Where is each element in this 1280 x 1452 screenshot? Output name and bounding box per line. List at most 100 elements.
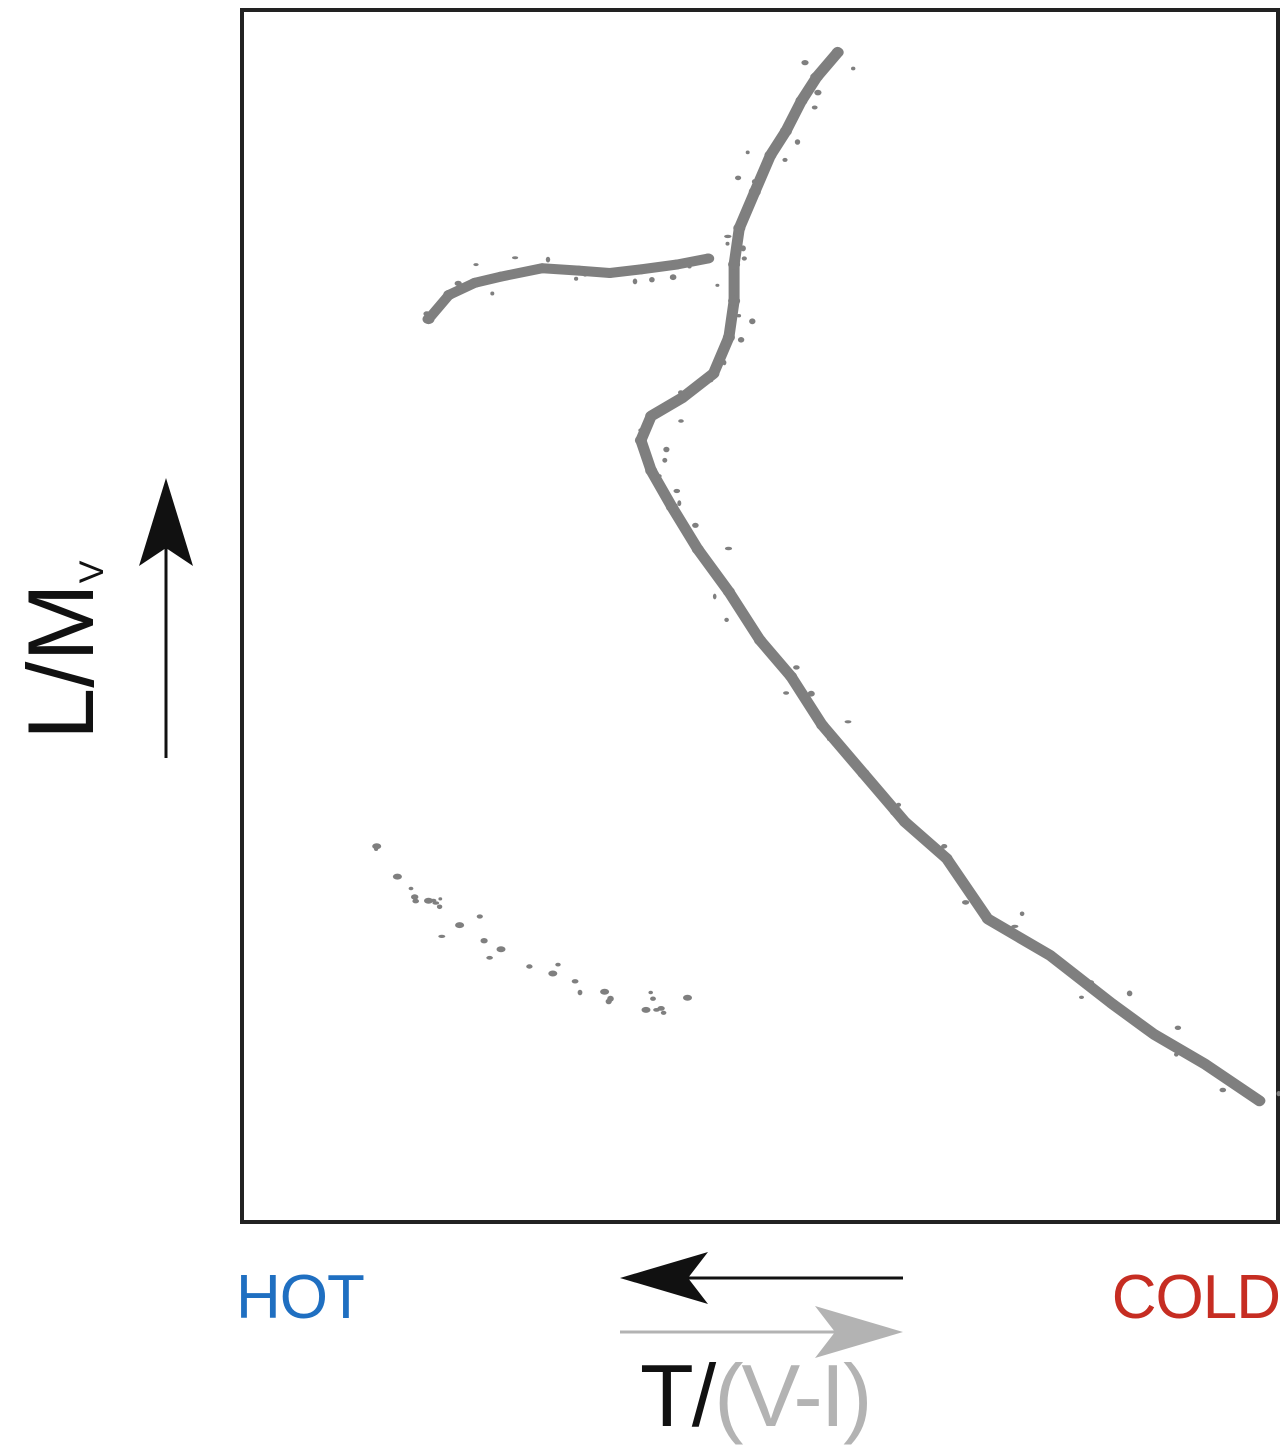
- main-sequence-and-red-giant-branch-scatter-14-0: [676, 512, 680, 519]
- main-sequence-and-red-giant-branch-scatter-21-0: [715, 283, 720, 287]
- main-sequence-and-red-giant-branch-scatter-7-1: [896, 802, 902, 807]
- horizontal-branch-scatter-1-0: [458, 288, 464, 293]
- horizontal-branch-scatter-5-1: [582, 273, 588, 277]
- horizontal-branch-scatter-2-1: [473, 263, 479, 267]
- main-sequence-and-red-giant-branch-scatter-22-0: [740, 245, 746, 252]
- horizontal-branch-scatter-0-1: [441, 297, 449, 303]
- white-dwarfs-point-4: [496, 946, 506, 953]
- main-sequence-and-red-giant-branch-point-5: [981, 914, 994, 924]
- horizontal-branch-point-8: [671, 259, 684, 270]
- white-dwarfs-scatter-7-0: [660, 1010, 667, 1015]
- main-sequence-and-red-giant-branch-scatter-25-1: [794, 139, 801, 145]
- x-axis-label-temperature: T/: [640, 1346, 716, 1445]
- main-sequence-and-red-giant-branch-point-9: [816, 720, 829, 731]
- white-dwarfs-scatter-1-0: [412, 898, 420, 904]
- main-sequence-and-red-giant-branch-scatter-18-0: [678, 390, 684, 395]
- horizontal-branch-point-7: [634, 264, 647, 275]
- horizontal-branch-scatter-1-1: [454, 280, 462, 287]
- horizontal-branch-point-9: [702, 253, 715, 264]
- white-dwarfs-scatter-4-0: [486, 955, 493, 960]
- main-sequence-and-red-giant-branch-scatter-5-0: [962, 900, 970, 905]
- main-sequence-and-red-giant-branch-scatter-13-0: [692, 522, 699, 528]
- white-dwarfs-scatter-0-2: [373, 845, 378, 850]
- main-sequence-and-red-giant-branch-point-1: [1199, 1059, 1212, 1070]
- main-sequence-and-red-giant-branch-scatter-21-1: [736, 314, 742, 318]
- main-sequence-and-red-giant-branch-point-25: [764, 150, 777, 161]
- y-axis-label-subscript: V: [73, 560, 111, 584]
- main-sequence-and-red-giant-branch-scatter-18-1: [706, 379, 714, 383]
- white-dwarfs-scatter-1-1: [411, 894, 419, 900]
- white-dwarfs-point-8: [683, 994, 692, 1001]
- main-sequence-and-red-giant-branch-scatter-11-1: [712, 593, 717, 600]
- main-sequence-and-red-giant-branch-scatter-14-1: [673, 488, 681, 494]
- main-sequence-and-red-giant-branch-scatter-28-1: [851, 66, 856, 71]
- white-dwarfs-scatter-5-1: [577, 989, 583, 996]
- luminosity-arrow-head-icon: [139, 478, 193, 566]
- cold-label: COLD: [1111, 1263, 1280, 1332]
- main-sequence-and-red-giant-branch-scatter-3-1: [1086, 980, 1095, 985]
- main-sequence-and-red-giant-branch-scatter-3-0: [1079, 995, 1084, 999]
- main-sequence-and-red-giant-branch-point-7: [899, 817, 911, 827]
- main-sequence-and-red-giant-branch-scatter-9-1: [807, 690, 815, 697]
- main-sequence-and-red-giant-branch-scatter-10-1: [793, 665, 800, 670]
- main-sequence-and-red-giant-branch-scatter-12-0: [724, 546, 733, 551]
- main-sequence-and-red-giant-branch-scatter-6-1: [941, 844, 948, 849]
- main-sequence-and-red-giant-branch-scatter-8-1: [827, 737, 835, 742]
- horizontal-branch-scatter-2-0: [490, 291, 495, 296]
- main-sequence-and-red-giant-branch-point-0: [1253, 1095, 1266, 1106]
- main-sequence-and-red-giant-branch-point-23: [733, 223, 746, 234]
- white-dwarfs-point-2: [424, 897, 433, 904]
- main-sequence-and-red-giant-branch-scatter-7-0: [890, 809, 896, 816]
- main-sequence-and-red-giant-branch-point-22: [728, 259, 741, 270]
- horizontal-branch-scatter-4-0: [574, 276, 579, 281]
- white-dwarfs-point-5: [548, 970, 558, 977]
- white-dwarfs-point-7: [641, 1006, 651, 1013]
- horizontal-branch-scatter-4-1: [586, 268, 593, 275]
- white-dwarfs-scatter-6-2: [650, 996, 656, 1001]
- main-sequence-and-red-giant-branch-point-12: [722, 586, 735, 597]
- main-sequence-and-red-giant-branch-scatter-1-1: [1174, 1025, 1182, 1031]
- main-sequence-and-red-giant-branch-scatter-25-0: [745, 150, 750, 155]
- main-sequence-and-red-giant-branch-point-3: [1106, 998, 1119, 1009]
- main-sequence-and-red-giant-branch-point-4: [1044, 950, 1057, 961]
- horizontal-branch-point-5: [572, 265, 585, 276]
- white-dwarfs-scatter-0-0: [408, 886, 414, 891]
- main-sequence-and-red-giant-branch-scatter-24-1: [782, 157, 788, 162]
- main-sequence-and-red-giant-branch-scatter-23-0: [724, 234, 732, 239]
- horizontal-branch-scatter-7-0: [649, 277, 655, 283]
- white-dwarfs-scatter-4-1: [555, 962, 561, 967]
- main-sequence-and-red-giant-branch-scatter-6-0: [931, 847, 937, 854]
- main-sequence-and-red-giant-branch-scatter-17-1: [678, 419, 684, 423]
- main-sequence-and-red-giant-branch-scatter-16-0: [638, 428, 644, 432]
- white-dwarfs-scatter-2-1: [438, 897, 443, 901]
- horizontal-branch-scatter-6-0: [632, 278, 638, 285]
- main-sequence-and-red-giant-branch-scatter-8-0: [844, 720, 852, 724]
- main-sequence-and-red-giant-branch-scatter-19-1: [722, 359, 727, 366]
- main-sequence-and-red-giant-branch-point-20: [722, 332, 735, 343]
- main-sequence-and-red-giant-branch-scatter-26-0: [811, 105, 818, 110]
- y-axis-label: L/MV: [8, 520, 124, 740]
- white-dwarfs-scatter-2-0: [436, 904, 443, 910]
- main-sequence-and-red-giant-branch-point-15: [645, 465, 658, 476]
- main-sequence-and-red-giant-branch-point-13: [691, 544, 704, 555]
- white-dwarfs-point-6: [600, 988, 610, 995]
- horizontal-branch-scatter-5-0: [609, 274, 614, 278]
- main-sequence-and-red-giant-branch-scatter-27-1: [810, 73, 818, 80]
- main-sequence-and-red-giant-branch-scatter-2-1: [1128, 1013, 1136, 1019]
- white-dwarfs-scatter-4-2: [526, 964, 533, 969]
- main-sequence-and-red-giant-branch-scatter-2-0: [1126, 990, 1133, 997]
- main-sequence-and-red-giant-branch-point-6: [940, 853, 953, 864]
- x-axis-label-color-index: (V-I): [714, 1346, 872, 1445]
- main-sequence-and-red-giant-branch-scatter-17-0: [663, 402, 669, 407]
- main-sequence-and-red-giant-branch-scatter-1-0: [1174, 1052, 1179, 1057]
- main-sequence-and-red-giant-branch-scatter-22-1: [741, 256, 747, 261]
- horizontal-branch-scatter-7-1: [669, 274, 677, 281]
- main-sequence-and-red-giant-branch-point-19: [707, 368, 720, 379]
- x-axis-label: T/(V-I): [640, 1352, 872, 1440]
- main-sequence-and-red-giant-branch-point-21: [728, 295, 741, 306]
- horizontal-branch-scatter-0-0: [423, 311, 431, 317]
- main-sequence-and-red-giant-branch-point-27: [795, 95, 808, 106]
- white-dwarfs-scatter-5-2: [571, 979, 579, 984]
